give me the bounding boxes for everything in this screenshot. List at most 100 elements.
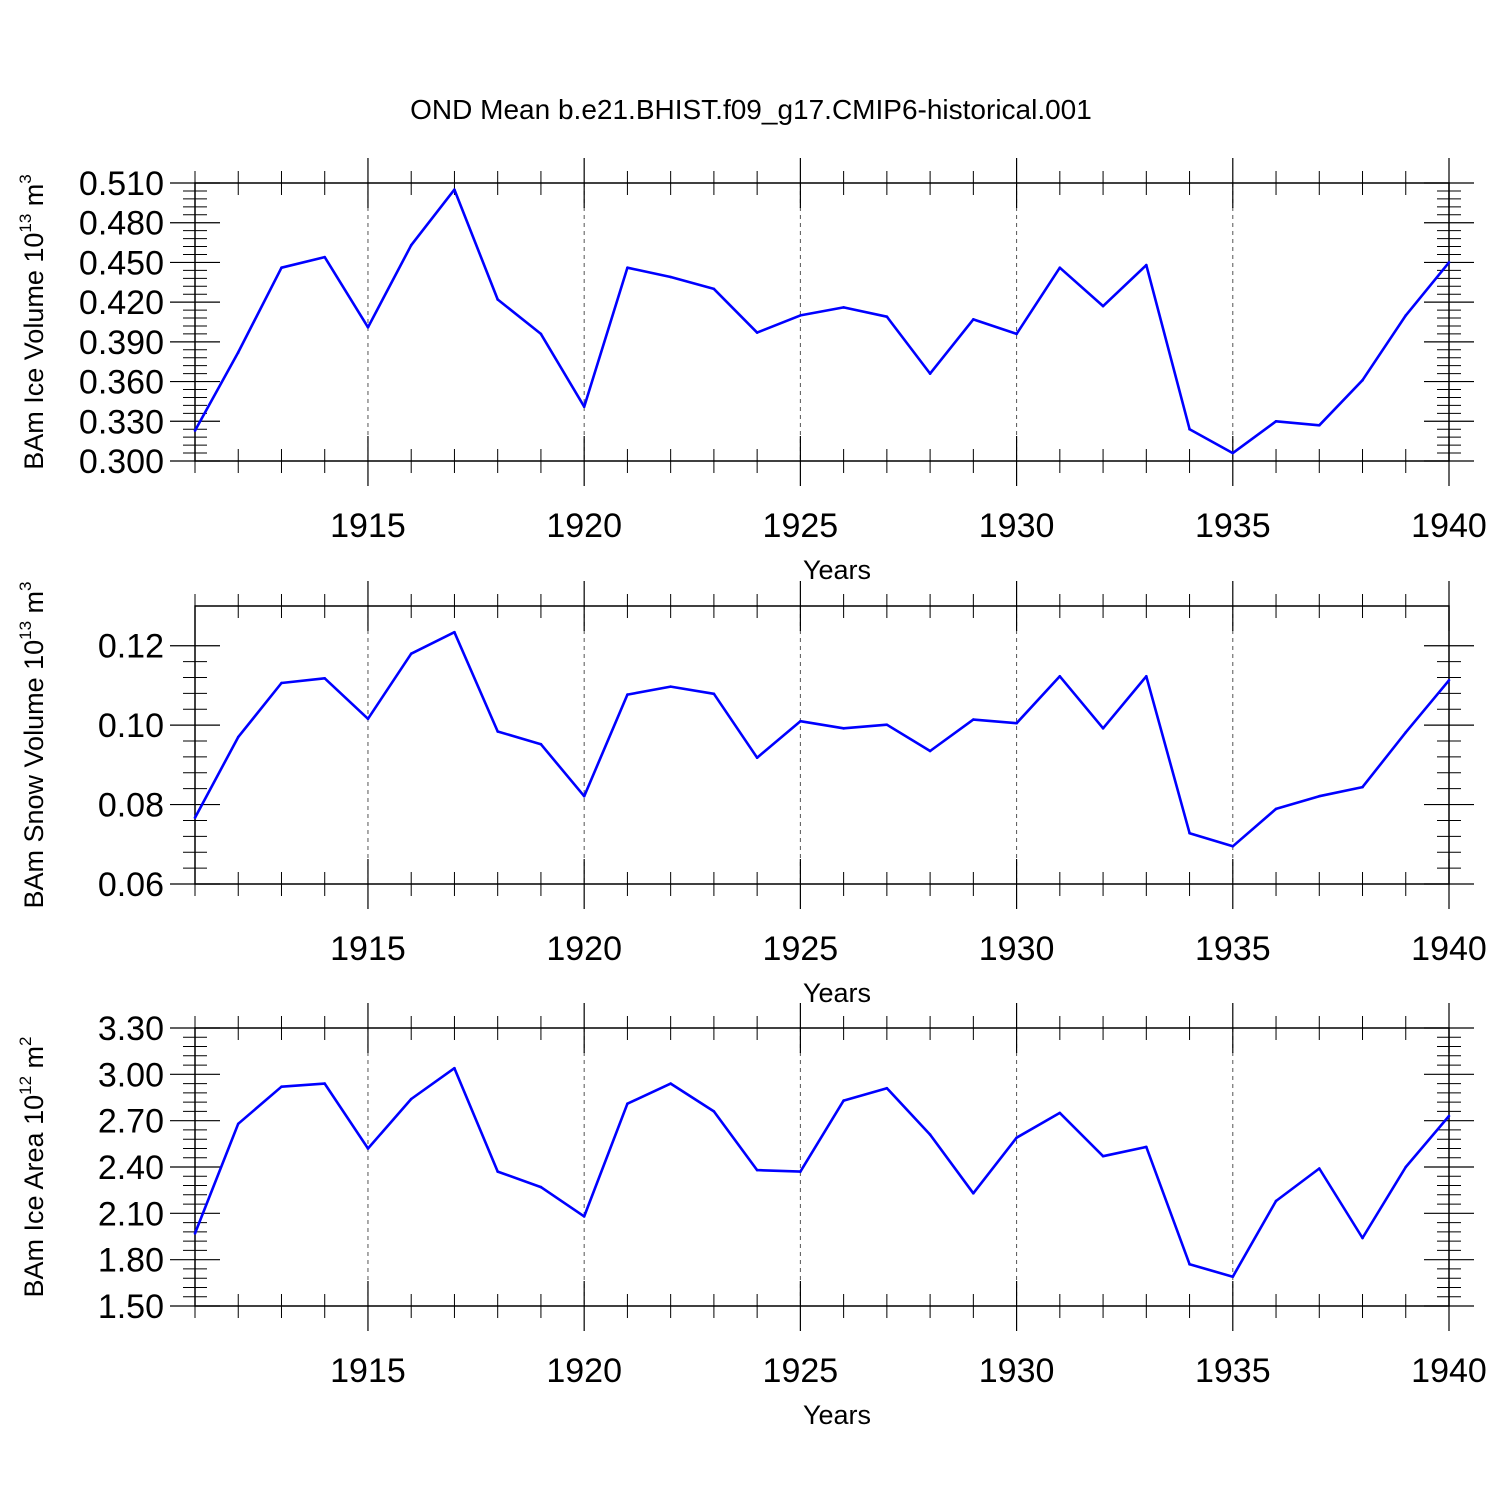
data-point <box>193 1232 197 1235</box>
data-point <box>496 298 499 301</box>
data-point <box>1188 1263 1191 1266</box>
plot-frame <box>194 1027 1450 1307</box>
y-axis-label: BAm Ice Area 1012 m2 <box>16 1037 49 1298</box>
data-point <box>1404 730 1408 734</box>
data-point <box>1447 1114 1451 1118</box>
data-point <box>1145 263 1148 267</box>
data-point <box>1231 844 1235 848</box>
data-point <box>1317 794 1321 798</box>
data-point <box>1404 1165 1408 1169</box>
data-point <box>1317 423 1321 427</box>
data-point <box>712 287 716 291</box>
data-point <box>755 331 759 334</box>
data-point <box>496 730 499 733</box>
data-point <box>972 718 975 721</box>
y-tick-label: 1.50 <box>98 1288 164 1326</box>
x-tick-label: 1915 <box>330 1352 406 1390</box>
data-point <box>626 1102 629 1105</box>
y-tick-label: 0.330 <box>79 403 164 441</box>
data-point <box>1101 1154 1105 1158</box>
data-point <box>1015 1136 1018 1139</box>
y-tick-label: 3.00 <box>98 1056 164 1094</box>
chart-title: OND Mean b.e21.BHIST.f09_g17.CMIP6-histo… <box>410 94 1092 125</box>
y-tick-label: 0.10 <box>98 707 164 745</box>
plot-frame <box>194 182 1450 462</box>
y-tick-label: 0.480 <box>79 205 164 243</box>
data-point <box>755 1168 759 1172</box>
x-axis-label: Years <box>803 978 871 1008</box>
x-tick-label: 1925 <box>763 507 839 545</box>
data-point <box>193 816 197 819</box>
data-point <box>1361 785 1364 789</box>
data-point <box>453 188 456 191</box>
data-point <box>799 719 802 723</box>
data-point <box>409 243 413 247</box>
x-tick-label: 1930 <box>979 1352 1055 1390</box>
plot-frame <box>194 605 1450 885</box>
data-point <box>366 1147 370 1150</box>
data-point <box>669 1082 672 1085</box>
data-point <box>712 1110 716 1113</box>
y-tick-label: 0.08 <box>98 787 164 825</box>
data-point <box>799 314 802 317</box>
data-point <box>1361 378 1364 382</box>
data-point <box>1015 721 1018 725</box>
y-tick-label: 0.300 <box>79 443 164 481</box>
data-point <box>799 1170 802 1173</box>
data-point <box>669 685 672 688</box>
y-tick-label: 0.06 <box>98 866 164 904</box>
data-point <box>366 325 370 329</box>
y-tick-label: 2.70 <box>98 1103 164 1141</box>
data-point <box>1058 266 1062 270</box>
y-tick-label: 1.80 <box>98 1242 164 1280</box>
panels: 0.3000.3300.3600.3900.4200.4500.4800.510… <box>16 158 1487 1430</box>
series-line <box>193 630 1450 848</box>
data-point <box>972 318 975 321</box>
data-point <box>236 735 240 739</box>
x-tick-label: 1925 <box>763 930 839 968</box>
y-axis-label: BAm Ice Volume 1013 m3 <box>16 174 49 470</box>
data-point <box>1101 727 1105 730</box>
x-tick-label: 1935 <box>1195 930 1271 968</box>
x-tick-label: 1940 <box>1411 507 1487 545</box>
data-point <box>280 266 283 270</box>
data-point <box>409 1097 413 1101</box>
y-tick-label: 0.420 <box>79 284 164 322</box>
data-point <box>1447 678 1451 682</box>
data-point <box>582 1215 586 1218</box>
y-tick-label: 2.40 <box>98 1149 164 1187</box>
x-tick-label: 1920 <box>546 1352 622 1390</box>
data-point <box>1317 1167 1321 1170</box>
data-point <box>453 630 456 634</box>
data-point <box>928 372 932 375</box>
data-point <box>1058 674 1062 678</box>
y-tick-label: 0.450 <box>79 244 164 282</box>
x-tick-label: 1935 <box>1195 1352 1271 1390</box>
y-tick-label: 0.12 <box>98 628 164 666</box>
data-point <box>972 1191 975 1195</box>
data-point <box>582 794 586 798</box>
data-point <box>842 306 845 309</box>
data-point <box>928 749 932 753</box>
data-point <box>1231 1275 1235 1278</box>
data-point <box>539 332 543 336</box>
data-point <box>928 1133 932 1136</box>
data-point <box>280 1085 283 1088</box>
data-point <box>366 717 370 721</box>
data-point <box>236 351 240 354</box>
data-point <box>712 692 716 696</box>
x-tick-label: 1925 <box>763 1352 839 1390</box>
x-tick-label: 1920 <box>546 507 622 545</box>
y-tick-label: 0.510 <box>79 165 164 203</box>
data-point <box>842 1099 845 1102</box>
data-point <box>885 315 889 319</box>
series-line <box>193 1066 1450 1278</box>
x-tick-label: 1940 <box>1411 1352 1487 1390</box>
x-tick-label: 1915 <box>330 930 406 968</box>
data-point <box>669 275 672 279</box>
data-point <box>1101 304 1105 308</box>
x-tick-label: 1930 <box>979 930 1055 968</box>
data-point <box>1058 1111 1062 1115</box>
data-point <box>236 1122 240 1126</box>
